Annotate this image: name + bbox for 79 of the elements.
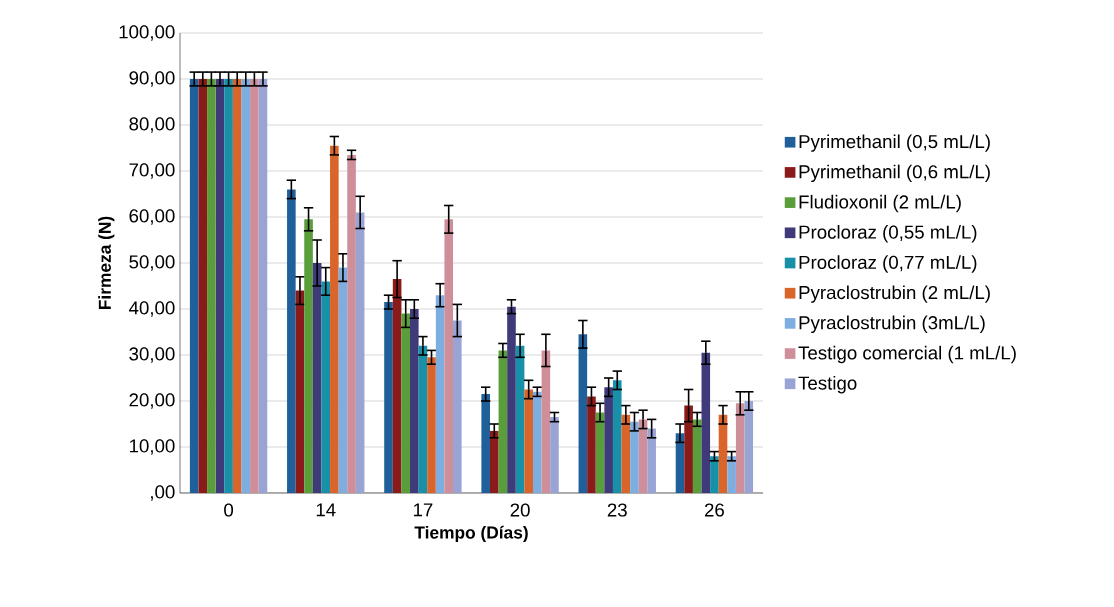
bar bbox=[410, 309, 419, 493]
y-axis-title: Firmeza (N) bbox=[98, 216, 115, 310]
legend-label: Pyraclostrubin (3mL/L) bbox=[799, 315, 985, 334]
bar bbox=[604, 387, 613, 493]
legend-label: Pyrimethanil (0,6 mL/L) bbox=[799, 164, 990, 183]
bar bbox=[647, 428, 656, 493]
legend-label: Pyraclostrubin (2 mL/L) bbox=[799, 285, 990, 303]
x-tick-label: 26 bbox=[704, 503, 724, 517]
bar bbox=[250, 78, 259, 493]
bar bbox=[207, 78, 216, 493]
bar bbox=[384, 302, 393, 493]
x-tick-label: 17 bbox=[413, 503, 433, 517]
bar bbox=[515, 345, 525, 493]
legend-label: Testigo comercial (1 mL/L) bbox=[798, 345, 1016, 364]
bar bbox=[595, 412, 605, 493]
bar bbox=[587, 396, 596, 493]
bar bbox=[295, 290, 305, 493]
bar bbox=[338, 267, 348, 493]
x-tick-label: 20 bbox=[510, 503, 530, 517]
y-tick-label: 80,00 bbox=[129, 117, 175, 133]
bar bbox=[241, 78, 251, 493]
bar bbox=[347, 154, 356, 493]
bar bbox=[312, 263, 322, 493]
bar bbox=[532, 391, 542, 493]
y-tick-label: 20,00 bbox=[129, 393, 175, 409]
bar bbox=[232, 78, 242, 493]
bar bbox=[258, 78, 268, 493]
bar bbox=[612, 380, 622, 493]
x-axis-title: Tiempo (Días) bbox=[414, 525, 528, 543]
y-tick-label: 30,00 bbox=[129, 347, 175, 363]
bar bbox=[481, 394, 490, 493]
legend-label: Procloraz (0,77 mL/L) bbox=[799, 255, 977, 273]
bar bbox=[550, 417, 559, 493]
bar bbox=[287, 189, 296, 493]
bar bbox=[330, 145, 339, 493]
bar bbox=[224, 78, 233, 493]
y-tick-label: 50,00 bbox=[129, 255, 175, 271]
legend-label: Procloraz (0,55 mL/L) bbox=[799, 225, 977, 243]
x-tick-label: 14 bbox=[316, 503, 336, 517]
legend-label: Pyrimethanil (0,5 mL/L) bbox=[799, 134, 990, 152]
y-tick-label: 100,00 bbox=[119, 25, 175, 41]
x-tick-label: 23 bbox=[607, 503, 627, 517]
bar bbox=[524, 389, 533, 493]
bar bbox=[189, 78, 199, 493]
bar bbox=[498, 350, 508, 493]
y-tick-label: ,00 bbox=[151, 485, 175, 501]
bar bbox=[401, 313, 411, 493]
y-tick-label: 40,00 bbox=[128, 301, 175, 317]
bar bbox=[355, 212, 365, 493]
bar bbox=[578, 334, 588, 493]
bar bbox=[418, 345, 428, 493]
bar bbox=[444, 219, 454, 493]
bar bbox=[630, 421, 639, 493]
y-tick-label: 60,00 bbox=[129, 209, 175, 225]
y-tick-label: 10,00 bbox=[130, 439, 175, 455]
bar bbox=[541, 350, 551, 493]
bar bbox=[489, 430, 499, 493]
bar bbox=[692, 419, 702, 493]
bar bbox=[198, 78, 208, 493]
bar bbox=[684, 405, 693, 493]
legend-label: Testigo bbox=[798, 376, 857, 394]
bar bbox=[710, 456, 719, 493]
y-tick-label: 70,00 bbox=[129, 163, 175, 179]
bar bbox=[621, 414, 631, 493]
bar bbox=[453, 320, 462, 493]
bar bbox=[427, 357, 436, 493]
bar bbox=[727, 456, 736, 493]
bar bbox=[507, 306, 516, 493]
bar bbox=[215, 78, 225, 493]
bar bbox=[435, 295, 445, 493]
bar bbox=[718, 414, 728, 493]
y-tick-label: 90,00 bbox=[129, 71, 175, 87]
x-tick-label: 0 bbox=[224, 503, 234, 517]
bar bbox=[304, 219, 313, 493]
legend-label: Fludioxonil (2 mL/L) bbox=[799, 194, 961, 213]
bar bbox=[701, 352, 711, 493]
bar bbox=[321, 281, 331, 493]
bar bbox=[735, 403, 745, 493]
bar bbox=[392, 279, 402, 493]
